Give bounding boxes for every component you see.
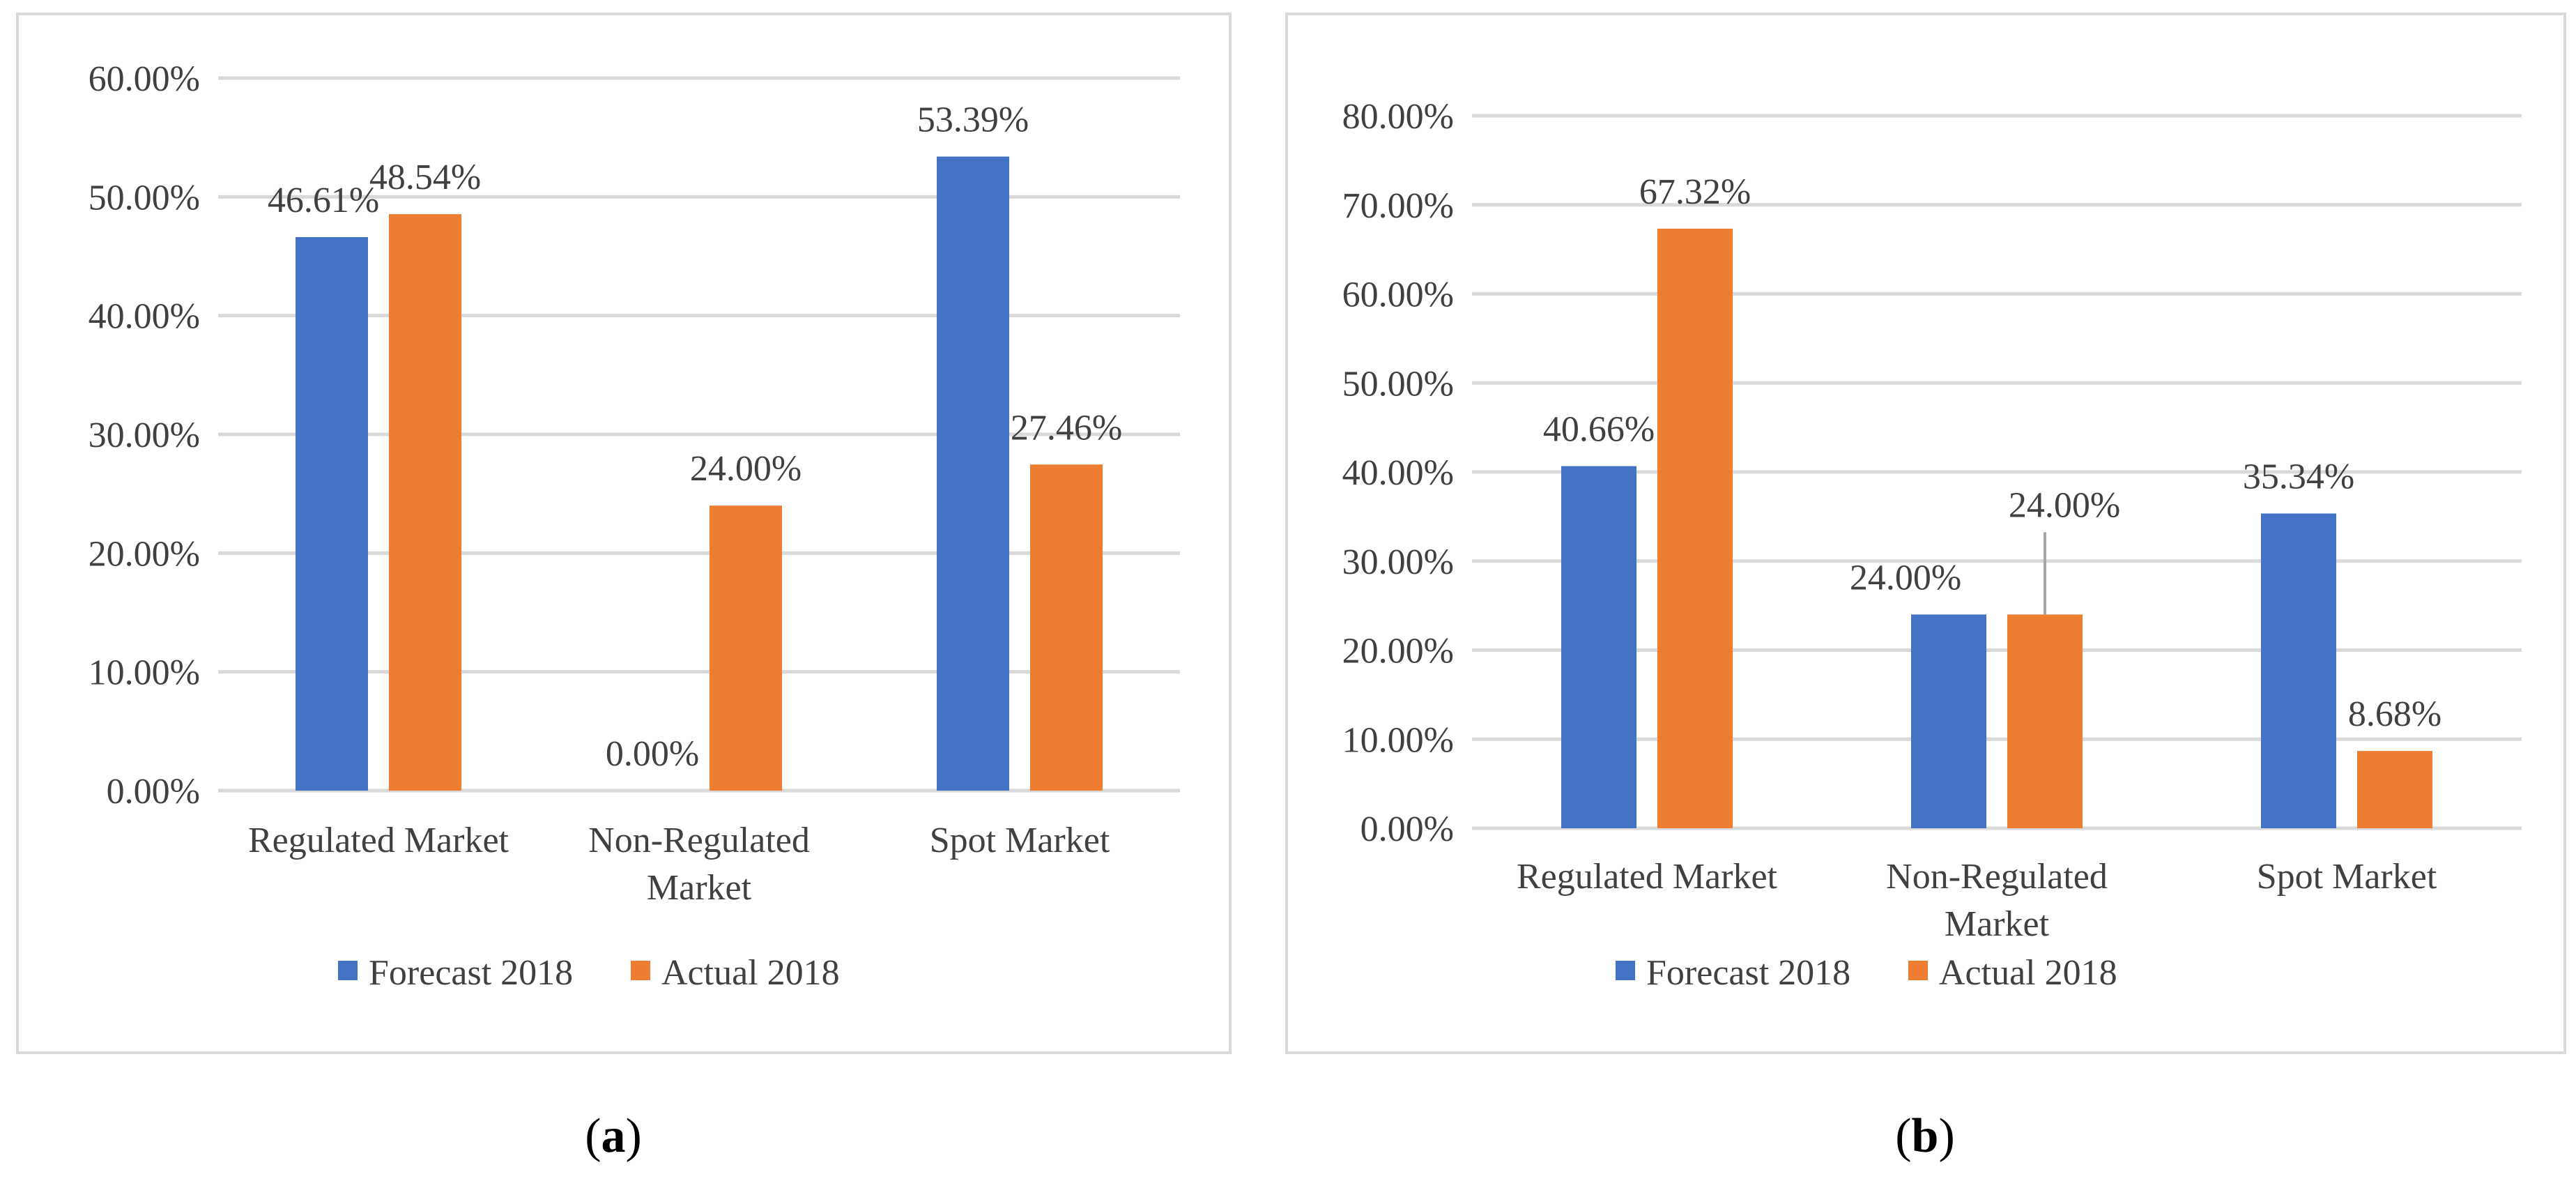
y-tick-label: 20.00% <box>1342 632 1454 671</box>
data-label: 53.39% <box>917 100 1029 140</box>
y-tick-label: 80.00% <box>1342 97 1454 137</box>
caption-a: (a) <box>585 1109 642 1163</box>
y-tick-label: 60.00% <box>89 59 200 99</box>
data-label: 24.00% <box>690 449 802 489</box>
bar <box>2007 614 2083 828</box>
bar <box>1030 464 1103 791</box>
x-tick-label-line: Spot Market <box>2257 857 2437 897</box>
x-tick-label: Spot Market <box>930 821 1110 860</box>
y-tick-label: 0.00% <box>1360 809 1454 849</box>
bar <box>710 505 782 791</box>
legend-label: Actual 2018 <box>1939 953 2117 993</box>
bar <box>1911 614 1986 828</box>
caption-a-letter: a <box>601 1109 626 1163</box>
data-label: 67.32% <box>1639 172 1751 212</box>
bar <box>296 237 368 791</box>
legend-label: Actual 2018 <box>661 953 840 993</box>
bar <box>2357 751 2432 828</box>
y-tick-label: 50.00% <box>89 178 200 218</box>
bar <box>389 214 461 791</box>
legend-swatch <box>338 961 358 980</box>
y-tick-label: 40.00% <box>1342 453 1454 493</box>
caption-b: (b) <box>1895 1109 1955 1163</box>
x-tick-label-line: Spot Market <box>930 821 1110 860</box>
x-tick-label: Regulated Market <box>1517 857 1778 897</box>
y-tick-label: 20.00% <box>89 534 200 574</box>
y-tick-label: 10.00% <box>1342 720 1454 760</box>
legend-swatch <box>1908 961 1928 980</box>
bar <box>2261 513 2336 828</box>
bar <box>1561 466 1636 828</box>
data-label: 24.00% <box>2009 485 2120 525</box>
x-tick-label-line: Market <box>647 868 752 908</box>
x-tick-label: Non-Regulated Market <box>588 821 810 908</box>
bar <box>937 156 1009 791</box>
x-tick-label-line: Regulated Market <box>1517 857 1778 897</box>
x-tick-label: Non-Regulated Market <box>1886 857 2108 944</box>
data-label: 48.54% <box>369 158 481 197</box>
caption-b-letter: b <box>1911 1109 1939 1163</box>
data-label: 40.66% <box>1543 410 1655 450</box>
x-tick-label-line: Non-Regulated <box>1886 857 2108 897</box>
legend-swatch <box>631 961 650 980</box>
y-tick-label: 30.00% <box>89 416 200 455</box>
x-tick-label: Regulated Market <box>248 821 509 860</box>
y-tick-label: 70.00% <box>1342 186 1454 226</box>
bar-chart-a: 0.00% 10.00% 20.00% 30.00% 40.00% 50.00% 60.00… <box>89 59 1180 993</box>
data-label: 35.34% <box>2243 457 2354 497</box>
y-tick-label: 40.00% <box>89 297 200 337</box>
x-tick-label: Spot Market <box>2257 857 2437 897</box>
data-label: 0.00% <box>606 734 699 774</box>
bar-chart-b: 0.00% 10.00% 20.00% 30.00% 40.00% 50.00% 60.00… <box>1342 97 2522 993</box>
y-tick-label: 10.00% <box>89 653 200 693</box>
y-tick-label: 60.00% <box>1342 275 1454 315</box>
x-tick-label-line: Regulated Market <box>248 821 509 860</box>
data-label: 46.61% <box>268 181 379 220</box>
chart-panel-a: 0.00% 10.00% 20.00% 30.00% 40.00% 50.00% 60.00… <box>16 13 1232 1054</box>
x-tick-label-line: Non-Regulated <box>588 821 810 860</box>
y-tick-label: 50.00% <box>1342 364 1454 404</box>
y-tick-label: 0.00% <box>107 772 200 812</box>
legend-label: Forecast 2018 <box>1646 953 1850 993</box>
legend-swatch <box>1616 961 1635 980</box>
bar <box>1657 228 1733 828</box>
data-label: 8.68% <box>2348 694 2441 734</box>
data-label: 24.00% <box>1850 558 1961 597</box>
y-tick-label: 30.00% <box>1342 542 1454 582</box>
x-tick-label-line: Market <box>1945 904 2050 944</box>
chart-panel-b: 0.00% 10.00% 20.00% 30.00% 40.00% 50.00% 60.00… <box>1285 13 2566 1054</box>
legend-label: Forecast 2018 <box>369 953 573 993</box>
data-label: 27.46% <box>1011 408 1122 448</box>
